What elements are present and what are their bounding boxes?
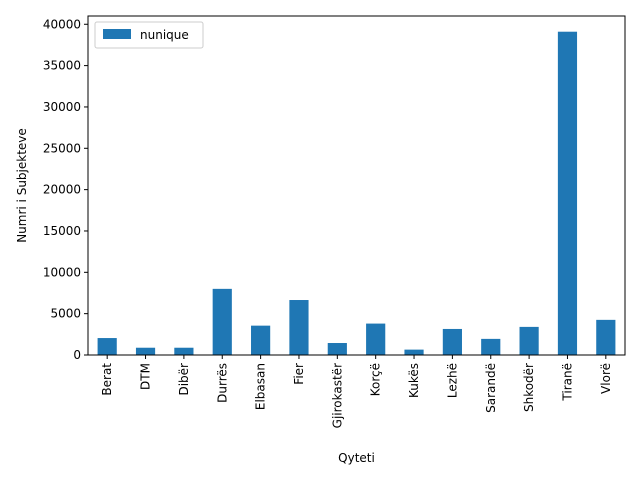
bar [251, 325, 271, 355]
x-axis: Berat DTM Dibër Durrës Elbasan Fier Gjirokastë… [100, 355, 613, 428]
x-tick-label: Vlorë [599, 363, 613, 394]
y-tick-label: 25000 [43, 141, 81, 155]
x-tick-label: Gjirokastër [330, 363, 344, 428]
x-tick-label: Berat [100, 363, 114, 396]
y-axis-label: Numri i Subjekteve [15, 128, 29, 243]
bar [442, 328, 462, 355]
legend-label: nunique [140, 28, 189, 42]
y-tick-label: 15000 [43, 224, 81, 238]
x-tick-label: Shkodër [522, 363, 536, 412]
legend-swatch [103, 29, 131, 39]
x-axis-label: Qyteti [338, 451, 375, 465]
y-axis: 0 5000 10000 15000 20000 25000 30000 35000 40000 [43, 17, 88, 362]
y-tick-label: 5000 [50, 307, 81, 321]
y-tick-label: 35000 [43, 59, 81, 73]
bar [519, 326, 539, 355]
bar [404, 349, 424, 355]
bar [174, 347, 194, 355]
plot-frame [87, 15, 626, 356]
x-tick-label: Lezhë [445, 363, 459, 398]
bar [97, 338, 117, 355]
bar [557, 31, 578, 356]
y-tick-label: 40000 [43, 17, 81, 31]
y-tick-label: 30000 [43, 100, 81, 114]
x-tick-label: Dibër [177, 363, 191, 396]
y-tick-label: 0 [73, 348, 81, 362]
x-tick-label: Sarandë [484, 363, 498, 413]
bars-group [97, 31, 616, 356]
x-tick-label: Kukës [407, 363, 421, 398]
x-tick-label: Korçë [369, 363, 383, 396]
bar [481, 338, 501, 355]
bar [327, 343, 347, 355]
x-tick-label: Durrës [215, 363, 229, 403]
bar [135, 347, 156, 355]
y-tick-label: 20000 [43, 183, 81, 197]
y-tick-label: 10000 [43, 265, 81, 279]
x-tick-label: Tiranë [560, 363, 574, 402]
bar [289, 300, 309, 355]
x-tick-label: Elbasan [254, 363, 268, 410]
legend-box [94, 21, 204, 49]
bar [596, 319, 616, 355]
legend: nunique [94, 21, 204, 49]
x-tick-label: DTM [139, 363, 153, 390]
bar [366, 323, 386, 355]
x-tick-label: Fier [292, 363, 306, 385]
bar [212, 288, 232, 355]
